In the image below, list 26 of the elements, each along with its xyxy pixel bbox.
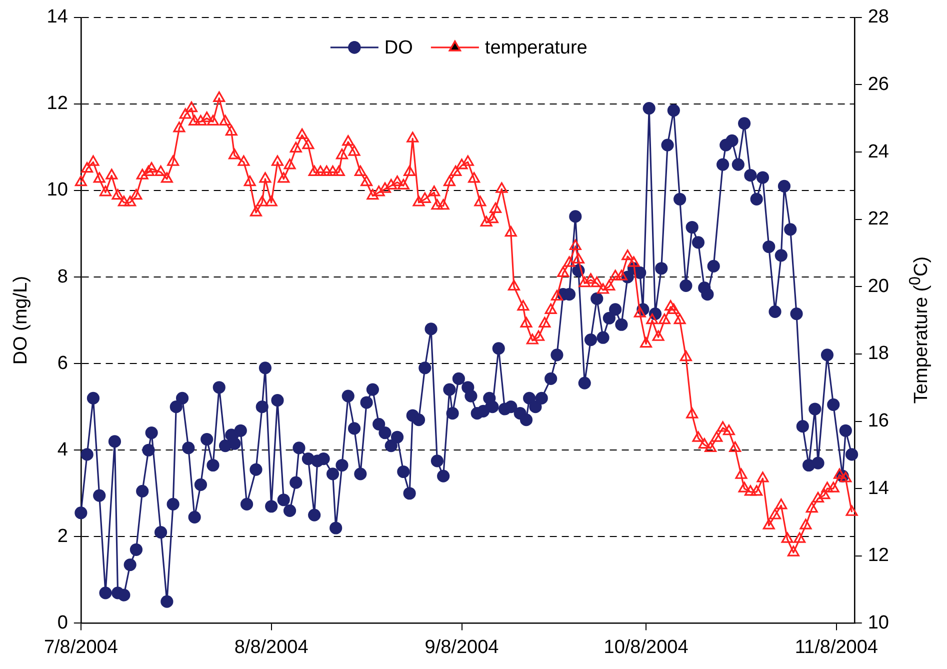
y2-tick-label: 24	[868, 141, 890, 162]
y2-tick-label: 28	[868, 6, 890, 28]
y2-tick-label: 22	[868, 208, 890, 230]
y-tick-label: 14	[46, 6, 68, 28]
y2-tick-label: 26	[868, 74, 890, 95]
x-tick-label: 8/8/2004	[234, 636, 309, 658]
y-tick-label: 0	[57, 612, 68, 634]
y-axis-title: DO (mg/L)	[10, 276, 32, 365]
x-tick-label: 11/8/2004	[794, 636, 878, 658]
y2-tick-label: 14	[868, 478, 890, 499]
y-tick-label: 8	[57, 266, 68, 288]
legend-label: temperature	[484, 38, 588, 59]
x-tick-label: 10/8/2004	[604, 636, 689, 658]
y-tick-label: 12	[46, 93, 68, 114]
y-tick-label: 2	[57, 526, 68, 547]
x-tick-label: 7/8/2004	[44, 636, 118, 658]
y2-tick-label: 20	[868, 276, 890, 297]
y2-tick-label: 12	[868, 545, 890, 566]
y2-tick-label: 16	[868, 410, 890, 432]
y-tick-label: 4	[57, 439, 68, 460]
y-tick-label: 10	[46, 180, 68, 201]
y-tick-label: 6	[57, 352, 68, 374]
y2-tick-label: 18	[868, 343, 890, 364]
x-tick-label: 9/8/2004	[424, 636, 500, 658]
legend-label: DO	[384, 38, 413, 59]
y2-tick-label: 10	[868, 612, 890, 634]
